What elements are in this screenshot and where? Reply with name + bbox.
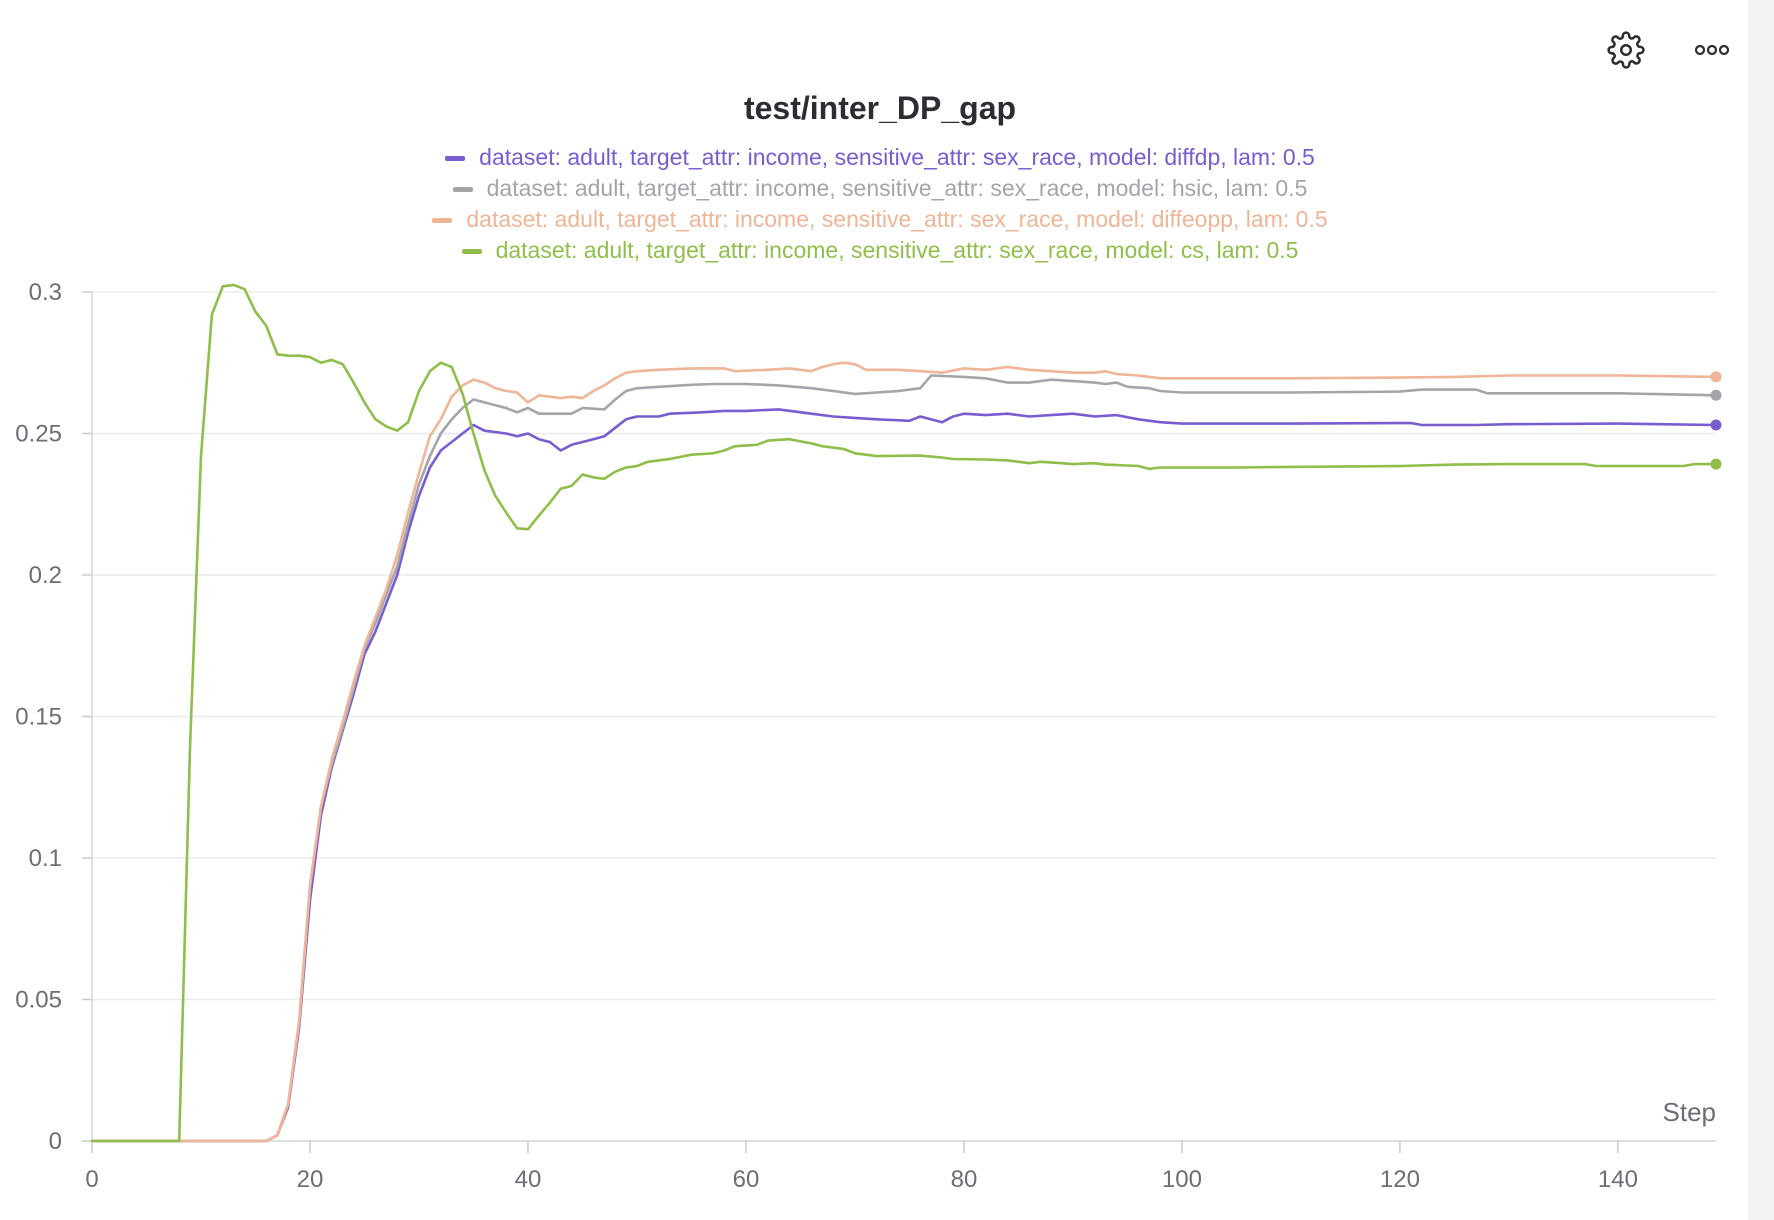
legend-item-cs[interactable]: dataset: adult, target_attr: income, sen…: [0, 235, 1760, 266]
legend-label-diffeopp: dataset: adult, target_attr: income, sen…: [466, 206, 1328, 232]
y-tick-label: 0.1: [29, 845, 62, 872]
y-tick-label: 0.05: [15, 987, 62, 1014]
legend-item-diffdp[interactable]: dataset: adult, target_attr: income, sen…: [0, 142, 1760, 173]
legend-label-diffdp: dataset: adult, target_attr: income, sen…: [479, 144, 1315, 170]
series-end-marker-diffeopp: [1710, 371, 1722, 383]
panel-toolbar: [1604, 28, 1734, 72]
x-tick-label: 20: [297, 1166, 324, 1193]
series-line-diffdp: [90, 408, 1718, 1143]
series-lines: [90, 283, 1722, 1143]
y-tick-label: 0: [49, 1128, 62, 1155]
y-tick-label: 0.15: [15, 704, 62, 731]
more-horizontal-icon: [1694, 44, 1730, 56]
legend-item-hsic[interactable]: dataset: adult, target_attr: income, sen…: [0, 173, 1760, 204]
tick-labels: 0 0.05 0.1 0.15 0.2 0.25 0.3 0 20 40 60 80 100 120 140…: [15, 279, 1716, 1193]
y-tick-label: 0.25: [15, 421, 62, 448]
axes: [82, 291, 1716, 1153]
series-end-marker-diffdp: [1710, 419, 1722, 431]
settings-button[interactable]: [1604, 28, 1648, 72]
more-options-button[interactable]: [1690, 28, 1734, 72]
series-line-cs: [90, 283, 1718, 1143]
x-tick-label: 40: [515, 1166, 542, 1193]
series-line-hsic: [90, 374, 1718, 1143]
chart-title: test/inter_DP_gap: [743, 90, 1017, 126]
x-tick-label: 0: [85, 1166, 98, 1193]
legend-swatch-diffdp: [445, 156, 466, 162]
series-line-diffeopp: [90, 361, 1718, 1143]
vertical-scrollbar[interactable]: [1748, 0, 1774, 1220]
x-tick-label: 140: [1598, 1166, 1638, 1193]
x-tick-label: 120: [1380, 1166, 1420, 1193]
legend-item-diffeopp[interactable]: dataset: adult, target_attr: income, sen…: [0, 204, 1760, 235]
y-tick-label: 0.2: [29, 562, 62, 589]
x-axis-title: Step: [1663, 1097, 1717, 1127]
grid-lines: [92, 291, 1716, 1001]
x-tick-label: 80: [951, 1166, 978, 1193]
legend-label-hsic: dataset: adult, target_attr: income, sen…: [486, 175, 1308, 201]
legend-swatch-cs: [461, 249, 482, 255]
x-tick-label: 60: [733, 1166, 760, 1193]
legend-label-cs: dataset: adult, target_attr: income, sen…: [495, 237, 1299, 263]
series-end-marker-cs: [1710, 458, 1722, 470]
y-tick-label: 0.3: [29, 279, 62, 306]
series-end-marker-hsic: [1710, 389, 1722, 401]
legend-swatch-diffeopp: [432, 218, 453, 224]
chart-legend: dataset: adult, target_attr: income, sen…: [0, 142, 1760, 266]
gear-icon: [1607, 31, 1645, 69]
x-tick-label: 100: [1162, 1166, 1202, 1193]
legend-swatch-hsic: [452, 187, 473, 193]
